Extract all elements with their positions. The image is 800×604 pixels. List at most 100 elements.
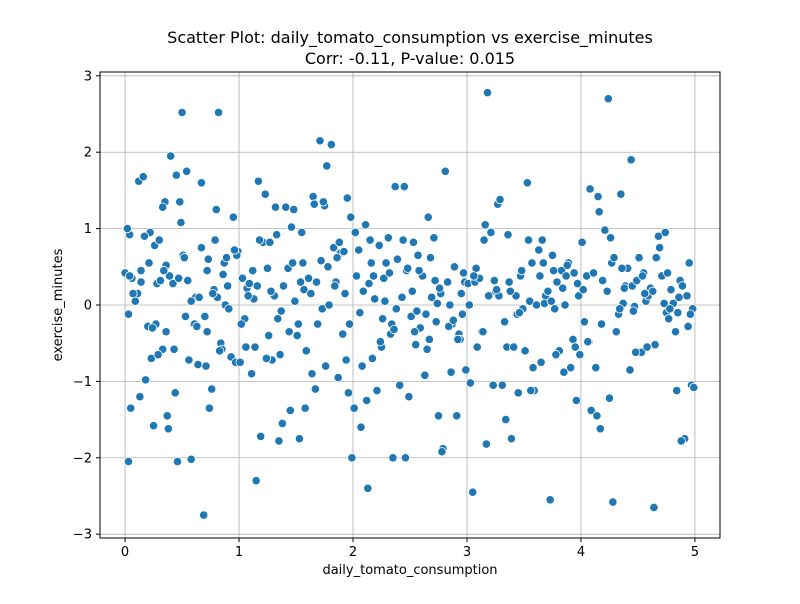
- data-point: [176, 217, 186, 228]
- y-tick-label: 2: [84, 146, 92, 161]
- data-point: [161, 327, 171, 337]
- data-point: [207, 384, 217, 394]
- data-point: [603, 94, 613, 104]
- data-point: [372, 385, 382, 396]
- data-point: [674, 292, 684, 302]
- data-point: [196, 243, 207, 253]
- data-point: [471, 263, 481, 273]
- data-point: [288, 258, 298, 268]
- x-tick-label: 2: [349, 545, 357, 560]
- data-point: [481, 439, 491, 449]
- data-point: [251, 476, 261, 486]
- data-point: [605, 233, 616, 243]
- data-point: [562, 260, 572, 270]
- data-point: [400, 453, 411, 463]
- data-point: [341, 355, 351, 365]
- data-point: [370, 294, 380, 304]
- data-point: [538, 258, 548, 268]
- data-point: [223, 281, 233, 291]
- data-point: [169, 344, 179, 354]
- data-point: [570, 342, 580, 352]
- data-point: [241, 342, 251, 352]
- data-point: [357, 361, 367, 371]
- data-point: [168, 279, 178, 289]
- data-point: [617, 263, 627, 273]
- data-point: [548, 266, 559, 276]
- data-point: [637, 271, 648, 281]
- data-point: [398, 235, 408, 245]
- data-point: [294, 434, 305, 444]
- data-point: [213, 107, 224, 118]
- data-point: [619, 283, 629, 293]
- data-point: [344, 319, 355, 329]
- data-point: [281, 202, 291, 212]
- data-point: [429, 233, 439, 243]
- data-point: [536, 357, 546, 367]
- data-point: [608, 497, 618, 507]
- data-point: [497, 380, 507, 390]
- data-point: [367, 353, 377, 364]
- data-point: [153, 350, 163, 360]
- data-point: [365, 235, 375, 245]
- data-point: [571, 395, 582, 406]
- data-point: [505, 286, 515, 296]
- data-point: [228, 212, 238, 222]
- data-point: [404, 392, 414, 402]
- data-point: [318, 197, 328, 207]
- data-point: [660, 227, 670, 238]
- data-point: [559, 367, 569, 377]
- data-point: [309, 199, 319, 209]
- data-point: [615, 304, 625, 314]
- data-point: [358, 286, 368, 296]
- data-point: [193, 359, 203, 370]
- data-point: [123, 457, 134, 467]
- data-point: [135, 392, 145, 402]
- data-point: [139, 231, 150, 241]
- data-point: [452, 411, 462, 421]
- data-point: [300, 403, 310, 413]
- data-point: [355, 308, 365, 318]
- data-point: [201, 361, 211, 371]
- data-point: [260, 189, 270, 199]
- data-point: [374, 240, 384, 251]
- data-point: [458, 268, 469, 278]
- data-point: [330, 281, 340, 291]
- data-point: [574, 291, 584, 301]
- data-point: [275, 350, 285, 360]
- data-point: [595, 424, 605, 434]
- x-tick-label: 3: [463, 545, 471, 560]
- data-point: [340, 288, 350, 299]
- data-point: [666, 285, 676, 295]
- data-point: [685, 309, 695, 319]
- data-point: [604, 393, 615, 403]
- data-point: [389, 324, 399, 335]
- data-point: [437, 447, 447, 457]
- data-point: [413, 250, 423, 260]
- data-point: [479, 235, 489, 245]
- data-point: [378, 314, 388, 324]
- data-point: [224, 304, 234, 314]
- data-point: [388, 453, 398, 463]
- data-point: [435, 283, 445, 293]
- data-point: [449, 262, 460, 272]
- data-point: [522, 178, 532, 188]
- data-point: [503, 230, 513, 240]
- data-point: [414, 266, 424, 276]
- data-point: [684, 258, 694, 268]
- data-point: [350, 227, 360, 238]
- data-point: [315, 136, 325, 146]
- data-point: [192, 321, 202, 331]
- x-tick-label: 4: [577, 545, 585, 560]
- data-point: [534, 245, 544, 255]
- data-point: [366, 258, 376, 268]
- data-point: [489, 275, 499, 286]
- data-point: [324, 300, 334, 310]
- data-point: [523, 235, 534, 245]
- data-point: [689, 382, 699, 393]
- data-point: [433, 411, 444, 421]
- data-point: [196, 178, 207, 188]
- data-point: [445, 300, 455, 310]
- data-point: [246, 369, 257, 379]
- data-point: [513, 388, 523, 398]
- data-point: [301, 346, 311, 356]
